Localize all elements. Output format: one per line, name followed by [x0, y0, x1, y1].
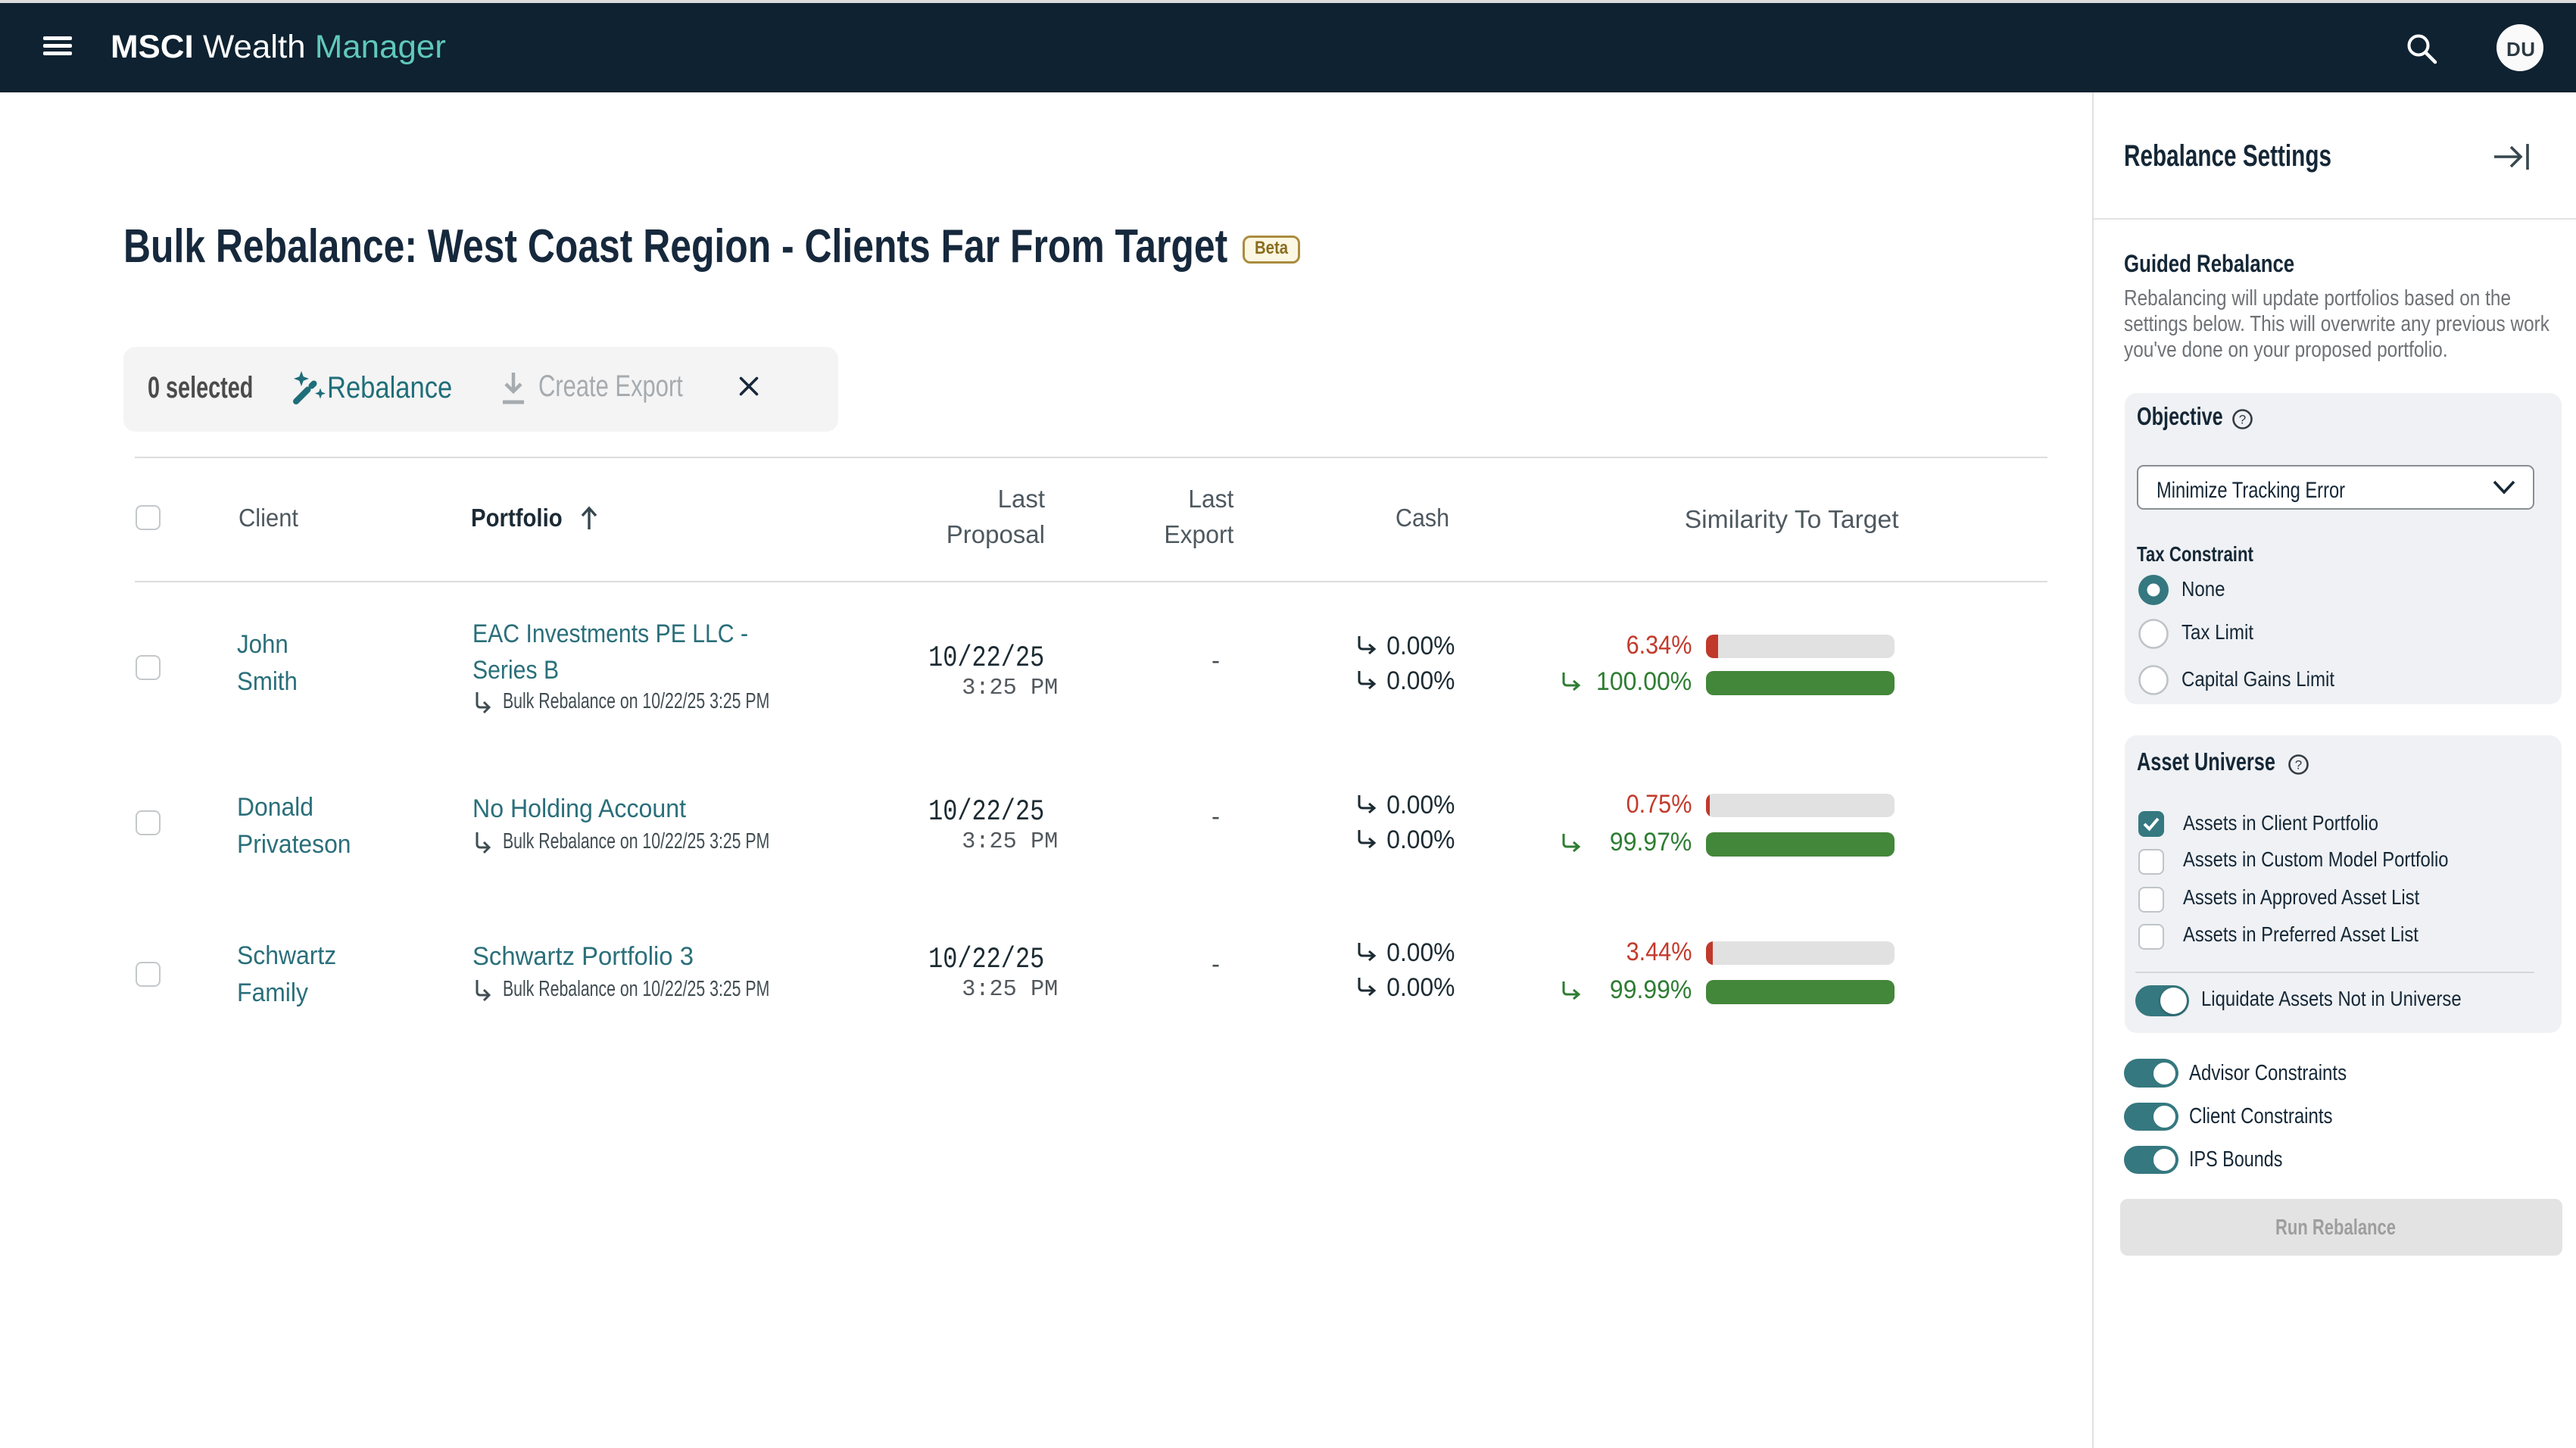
svg-text:?: ?: [2295, 758, 2302, 772]
svg-text:?: ?: [2239, 413, 2246, 427]
